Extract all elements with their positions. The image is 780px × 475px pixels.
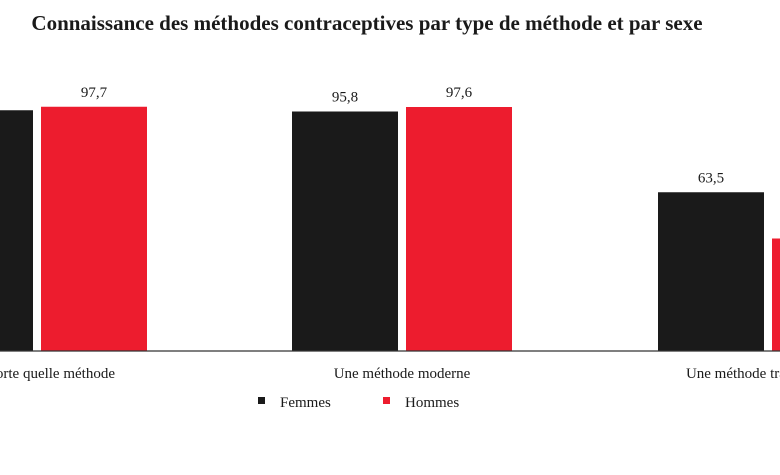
value-labels: 96,397,795,897,663,545,0	[81, 85, 724, 187]
legend-swatch	[258, 397, 265, 404]
bar-femmes	[0, 110, 33, 351]
bar-hommes	[406, 107, 512, 351]
bar-femmes	[658, 192, 764, 351]
bar-femmes	[292, 111, 398, 351]
legend-label: Femmes	[280, 395, 331, 411]
bars	[0, 106, 780, 351]
bar-group	[658, 192, 780, 351]
value-label: 63,5	[698, 170, 724, 186]
bar-group	[292, 107, 512, 351]
value-label: 97,6	[446, 85, 473, 101]
category-label: Une méthode moderne	[334, 366, 471, 382]
bar-hommes	[41, 106, 147, 351]
bar-hommes	[772, 238, 780, 351]
category-label: N'importe quelle méthode	[0, 366, 115, 382]
legend-item-femmes: Femmes	[258, 395, 331, 411]
value-label: 97,7	[81, 85, 108, 101]
legend: Femmes Hommes	[258, 395, 459, 411]
legend-label: Hommes	[405, 395, 459, 411]
legend-swatch	[383, 397, 390, 404]
legend-item-hommes: Hommes	[383, 395, 459, 411]
chart-title: Connaissance des méthodes contraceptives…	[31, 11, 702, 35]
category-label: Une méthode traditionnelle	[686, 366, 780, 382]
value-label: 95,8	[332, 90, 358, 106]
bar-group	[0, 106, 147, 351]
category-labels: N'importe quelle méthode Une méthode mode…	[0, 366, 780, 382]
